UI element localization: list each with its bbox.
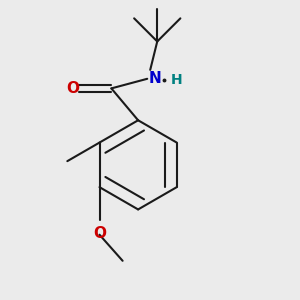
- Text: O: O: [93, 226, 106, 241]
- Text: N: N: [148, 70, 161, 86]
- Text: H: H: [171, 73, 183, 87]
- Text: O: O: [66, 81, 79, 96]
